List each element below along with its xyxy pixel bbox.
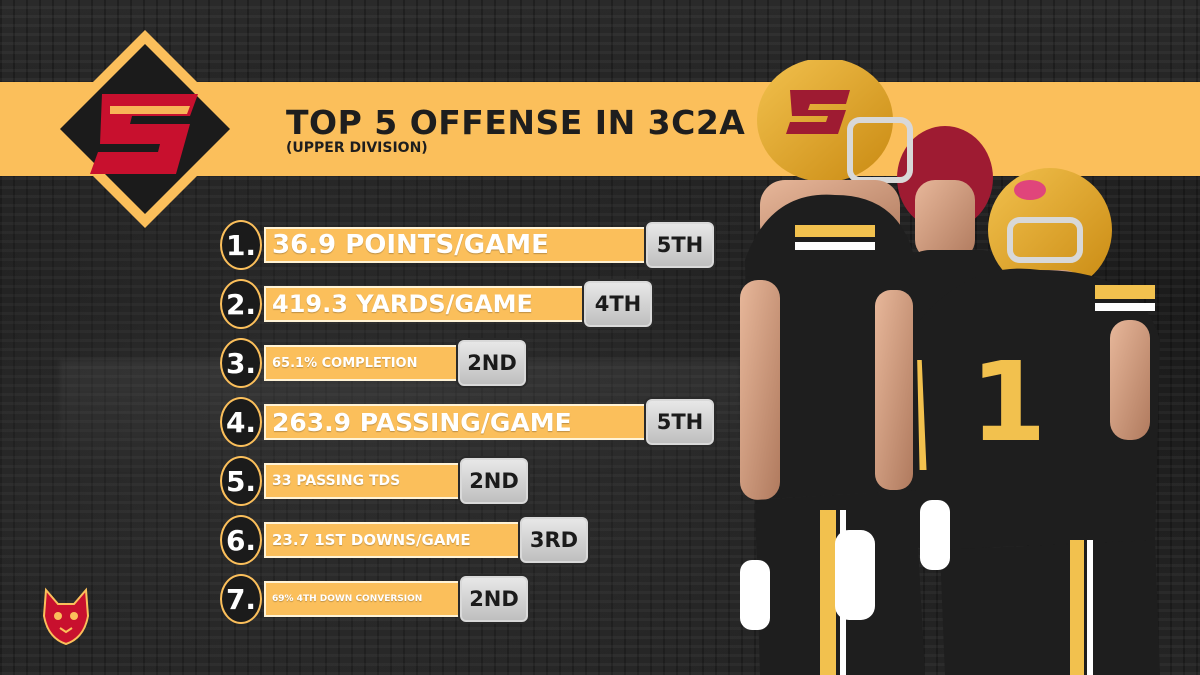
- stat-label: 263.9 PASSING/GAME: [264, 404, 646, 440]
- page-subtitle: (UPPER DIVISION): [286, 140, 428, 156]
- rank-badge: 2ND: [458, 574, 530, 624]
- stat-number: 1.: [220, 220, 262, 270]
- rank-badge: 2ND: [456, 338, 528, 388]
- stat-row: 5. 33 PASSING TDS 2ND: [220, 456, 530, 506]
- rank-badge: 5TH: [644, 220, 716, 270]
- stat-row: 6. 23.7 1ST DOWNS/GAME 3RD: [220, 515, 600, 565]
- stat-number: 5.: [220, 456, 262, 506]
- stat-row: 7. 69% 4TH DOWN CONVERSION 2ND: [220, 574, 530, 624]
- football-players-photo: 1: [740, 60, 1160, 675]
- school-s-logo-icon: [46, 30, 244, 228]
- stat-label: 33 PASSING TDS: [264, 463, 460, 499]
- stat-row: 3. 65.1% COMPLETION 2ND: [220, 338, 530, 388]
- stat-label: 419.3 YARDS/GAME: [264, 286, 586, 322]
- rank-badge: 4TH: [582, 279, 654, 329]
- stat-number: 4.: [220, 397, 262, 447]
- stat-number: 3.: [220, 338, 262, 388]
- stat-row: 2. 419.3 YARDS/GAME 4TH: [220, 279, 660, 329]
- stat-number: 7.: [220, 574, 262, 624]
- stat-number: 6.: [220, 515, 262, 565]
- stat-label: 69% 4TH DOWN CONVERSION: [264, 581, 460, 617]
- stat-row: 4. 263.9 PASSING/GAME 5TH: [220, 397, 720, 447]
- stat-row: 1. 36.9 POINTS/GAME 5TH: [220, 220, 720, 270]
- stat-label: 23.7 1ST DOWNS/GAME: [264, 522, 520, 558]
- page-title: TOP 5 OFFENSE IN 3C2A: [286, 103, 746, 142]
- bobcat-mascot-icon: [42, 587, 90, 646]
- rank-badge: 3RD: [518, 515, 590, 565]
- stat-label: 65.1% COMPLETION: [264, 345, 458, 381]
- stat-number: 2.: [220, 279, 262, 329]
- rank-badge: 2ND: [458, 456, 530, 506]
- rank-badge: 5TH: [644, 397, 716, 447]
- jersey-number: 1: [970, 338, 1047, 466]
- stat-label: 36.9 POINTS/GAME: [264, 227, 650, 263]
